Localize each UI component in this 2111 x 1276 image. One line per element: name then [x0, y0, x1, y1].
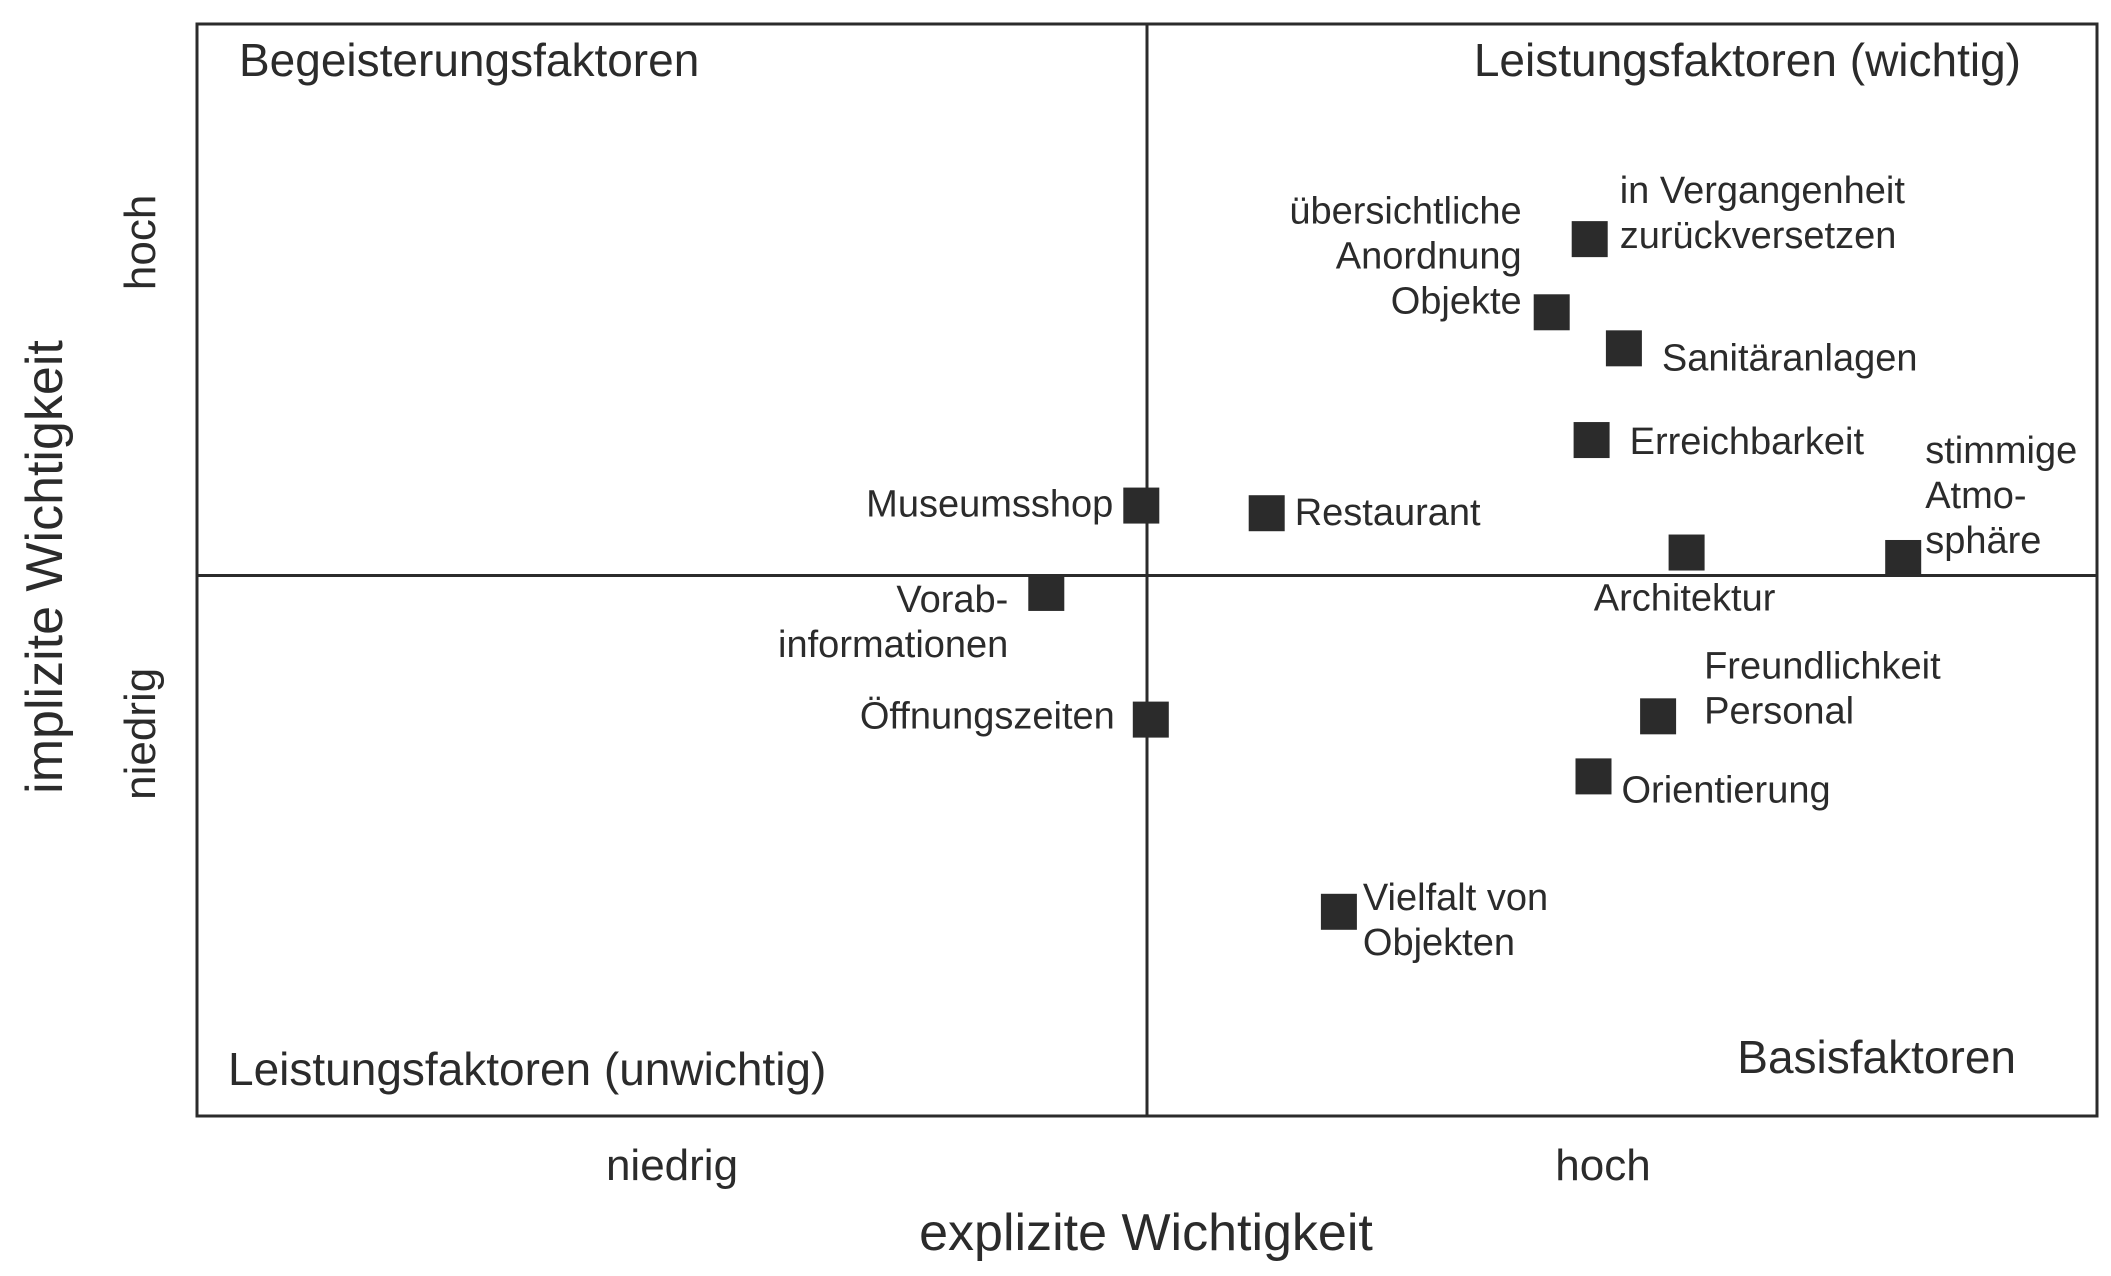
y-axis-title: implizite Wichtigkeit — [16, 340, 74, 794]
point-marker-in-vergangenheit-zurückversetzen — [1571, 221, 1608, 258]
point-label-in-vergangenheit-zurückversetzen: in Vergangenheit zurückversetzen — [1620, 170, 1906, 257]
y-tick-labels: hoch niedrig — [116, 195, 165, 800]
point-marker-öffnungszeiten — [1132, 701, 1169, 738]
point-marker-orientierung — [1575, 758, 1612, 795]
x-tick-label-1: hoch — [1555, 1141, 1650, 1190]
point-marker-vorabinformationen — [1028, 574, 1065, 611]
point-marker-museumsshop — [1123, 487, 1160, 524]
quadrant-title-top-right: Leistungsfaktoren (wichtig) — [1474, 34, 2021, 86]
point-marker-architektur — [1668, 534, 1705, 571]
point-label-öffnungszeiten: Öffnungszeiten — [860, 696, 1115, 738]
point-label-sanitäranlagen: Sanitäranlagen — [1662, 337, 1918, 379]
point-label-übersichtliche-anordnung-objekte: übersichtliche Anordnung Objekte — [1289, 190, 1521, 322]
y-tick-label-0: hoch — [116, 195, 165, 290]
point-label-restaurant: Restaurant — [1295, 492, 1481, 534]
point-label-architektur: Architektur — [1594, 578, 1776, 620]
x-tick-labels: niedrig hoch — [606, 1141, 1651, 1190]
point-label-freundlichkeit-personal: Freundlichkeit Personal — [1704, 645, 1941, 732]
point-label-museumsshop: Museumsshop — [866, 484, 1113, 526]
point-marker-freundlichkeit-personal — [1640, 698, 1677, 735]
x-axis-title: explizite Wichtigkeit — [919, 1204, 1373, 1262]
point-marker-stimmige-atmosphäre — [1885, 539, 1922, 576]
point-label-vielfalt-von-objekten: Vielfalt von Objekten — [1363, 877, 1548, 964]
quadrant-title-bottom-right: Basisfaktoren — [1737, 1031, 2016, 1083]
point-marker-übersichtliche-anordnung-objekte — [1533, 294, 1570, 331]
point-label-orientierung: Orientierung — [1622, 769, 1831, 811]
point-label-stimmige-atmosphäre: stimmige Atmo-sphäre — [1925, 430, 2077, 562]
point-marker-restaurant — [1248, 495, 1285, 532]
point-label-erreichbarkeit: Erreichbarkeit — [1630, 421, 1865, 463]
point-label-vorabinformationen: Vorab-informationen — [778, 579, 1008, 666]
point-marker-vielfalt-von-objekten — [1320, 893, 1357, 930]
point-marker-sanitäranlagen — [1605, 330, 1642, 367]
quadrant-title-top-left: Begeisterungsfaktoren — [239, 34, 699, 86]
y-tick-label-1: niedrig — [116, 668, 165, 800]
x-tick-label-0: niedrig — [606, 1141, 738, 1190]
quadrant-title-bottom-left: Leistungsfaktoren (unwichtig) — [228, 1043, 826, 1095]
point-marker-erreichbarkeit — [1573, 422, 1610, 459]
data-points: in Vergangenheit zurückversetzen übersicht… — [778, 170, 2077, 964]
